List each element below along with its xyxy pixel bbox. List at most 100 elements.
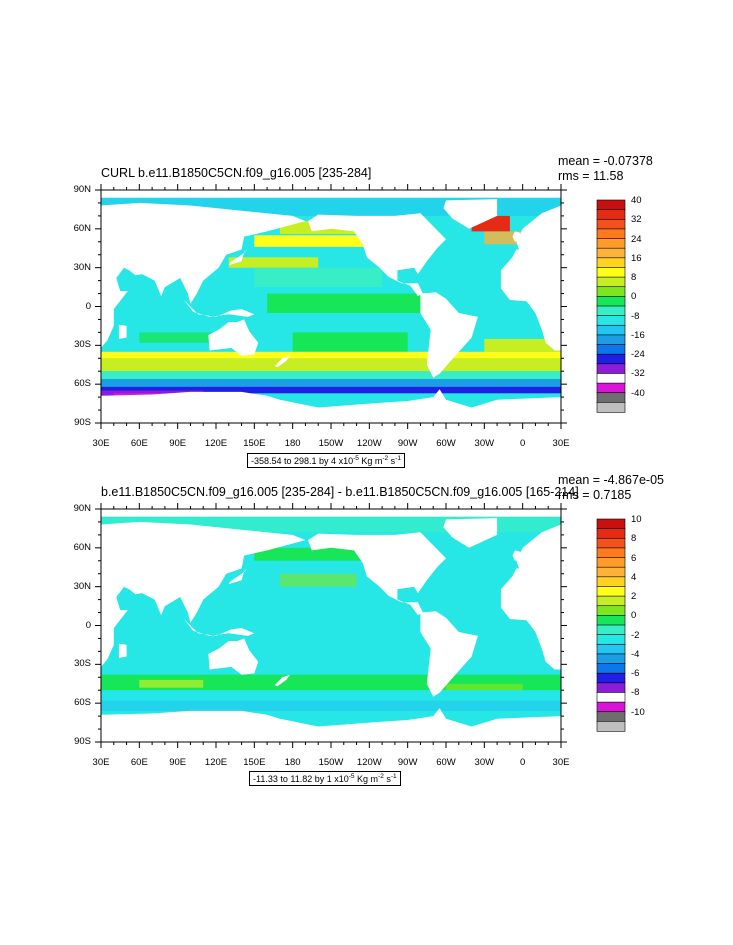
- colorbar-box: [596, 605, 626, 616]
- europe-africa-west-land: [500, 524, 561, 670]
- lat-tick-label: 0: [85, 619, 91, 631]
- antarctica-land: [101, 389, 561, 423]
- lon-tick-label: 0: [520, 438, 526, 449]
- ocean-band-2: [279, 573, 357, 587]
- panel-1-contour-info: -358.54 to 298.1 by 4 x10-5 Kg m-2 s-1: [247, 453, 405, 468]
- colorbar-label: 6: [631, 552, 637, 564]
- colorbar-box: [596, 711, 626, 722]
- panel-2-rms: rms = 0.7185: [558, 488, 632, 502]
- panel-2-mean: mean = -4.867e-05: [558, 473, 664, 487]
- indonesia-land: [184, 300, 255, 317]
- panel-2-contour-info: -11.33 to 11.82 by 1 x10-5 Kg m-2 s-1: [249, 771, 401, 786]
- colorbar-box: [596, 624, 626, 636]
- colorbar-box: [596, 643, 626, 655]
- colorbar-box: [596, 576, 626, 588]
- ocean-band-4: [484, 231, 523, 245]
- ocean-band-9: [139, 332, 242, 343]
- lat-tick-label: 60S: [74, 697, 91, 709]
- panel-1-title: CURL b.e11.B1850C5CN.f09_g16.005 [235-28…: [101, 166, 372, 180]
- lon-tick-label: 150W: [318, 438, 344, 449]
- lon-tick-label: 120E: [204, 438, 228, 449]
- lon-tick-label: 30E: [552, 438, 570, 449]
- panel-2-title: b.e11.B1850C5CN.f09_g16.005 [235-284] - …: [101, 485, 579, 499]
- colorbar-box: [596, 634, 626, 645]
- lon-tick-label: 90E: [169, 438, 187, 449]
- uk-land: [512, 231, 521, 242]
- ocean-band-7: [254, 267, 383, 288]
- south-america-land: [420, 292, 478, 378]
- greenland-land: [443, 518, 498, 548]
- colorbar-box: [596, 518, 626, 530]
- japan-land: [228, 568, 248, 585]
- colorbar-box: [596, 586, 626, 597]
- lon-tick-label: 90E: [169, 757, 187, 768]
- colorbar-label: 0: [631, 291, 637, 303]
- ocean-band-6: [139, 679, 204, 688]
- lon-tick-label: 30W: [474, 757, 495, 768]
- colorbar-box: [596, 692, 626, 703]
- europe-africa-west-land: [500, 205, 561, 351]
- colorbar-box: [596, 537, 626, 549]
- ocean-band-6: [228, 257, 319, 268]
- indonesia-land: [184, 619, 255, 636]
- colorbar-box: [596, 528, 626, 539]
- colorbar-label: 32: [631, 214, 642, 226]
- panel-1-mean: mean = -0.07378: [558, 154, 653, 168]
- lon-tick-label: 150E: [243, 757, 266, 768]
- lat-tick-label: 30N: [73, 580, 91, 592]
- greenland-land: [443, 199, 498, 229]
- lon-tick-label: 90W: [397, 757, 418, 768]
- lon-tick-label: 60W: [436, 438, 456, 449]
- colorbar-box: [596, 547, 626, 559]
- colorbar-box: [596, 653, 626, 665]
- colorbar-label: -8: [631, 310, 640, 322]
- new-zealand-land: [274, 674, 291, 687]
- ocean-band-1: [254, 547, 370, 561]
- lon-tick-label: 30E: [92, 438, 110, 449]
- lat-tick-label: 60N: [73, 541, 91, 553]
- lon-tick-label: 30W: [474, 438, 495, 449]
- ocean-band-15: [101, 379, 561, 387]
- colorbar-box: [596, 721, 626, 732]
- colorbar-label: 8: [631, 533, 637, 545]
- uk-land: [512, 550, 521, 561]
- ocean-band-14: [101, 371, 561, 379]
- colorbar-label: -16: [631, 329, 645, 341]
- lon-tick-label: 90W: [397, 438, 418, 449]
- colorbar-label: 24: [631, 233, 642, 245]
- colorbar-box: [596, 566, 626, 578]
- colorbar-label: 8: [631, 272, 637, 284]
- colorbar-label: 0: [631, 610, 637, 622]
- lon-tick-label: 180: [284, 757, 301, 768]
- colorbar-box: [596, 701, 626, 713]
- ocean-band-16: [101, 386, 561, 394]
- ocean-band-3: [267, 606, 421, 619]
- ocean-band-5: [254, 235, 370, 247]
- south-america-land: [420, 611, 478, 697]
- eurasia-land: [101, 202, 306, 348]
- lon-tick-label: 120E: [204, 757, 228, 768]
- colorbar-label: -4: [631, 648, 640, 660]
- lat-tick-label: 90S: [74, 417, 91, 428]
- colorbar-label: -10: [631, 706, 645, 718]
- ocean-band-12: [101, 351, 561, 364]
- colorbar-label: 16: [631, 252, 642, 264]
- ocean-band-10: [292, 332, 408, 352]
- lat-tick-label: 90N: [73, 503, 91, 514]
- colorbar-box: [596, 615, 626, 626]
- lat-tick-label: 60N: [73, 222, 91, 234]
- colorbar-label: -32: [631, 368, 645, 380]
- lat-tick-label: 30N: [73, 261, 91, 273]
- north-america-land: [308, 213, 446, 297]
- lon-tick-label: 0: [520, 757, 526, 768]
- lon-tick-label: 180: [284, 438, 301, 449]
- lon-tick-label: 150E: [243, 438, 266, 449]
- panel-1-rms: rms = 11.58: [558, 169, 624, 183]
- colorbar-label: -24: [631, 349, 645, 361]
- colorbar-box: [596, 595, 626, 607]
- colorbar-box: [596, 402, 626, 413]
- colorbar-label: -8: [631, 687, 640, 699]
- lat-tick-label: 0: [85, 300, 91, 312]
- lon-tick-label: 60E: [130, 757, 148, 768]
- new-zealand-land: [274, 355, 291, 368]
